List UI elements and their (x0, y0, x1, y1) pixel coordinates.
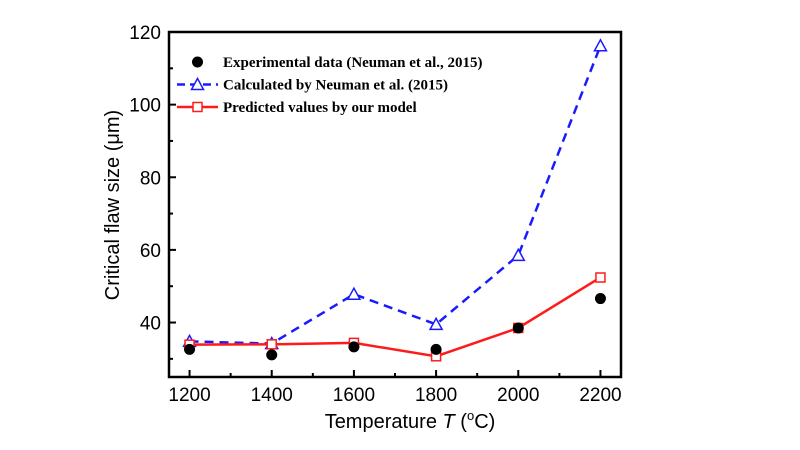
legend-entry: Predicted values by our model (177, 100, 417, 116)
data-point (511, 247, 526, 262)
legend-label: Experimental data (Neuman et al., 2015) (223, 55, 483, 71)
legend-marker (192, 56, 203, 68)
data-point (595, 272, 606, 283)
y-axis-label: Critical flaw size (μm) (102, 110, 124, 300)
y-tick-label: 100 (129, 96, 161, 117)
x-tick-label: 1200 (168, 385, 210, 406)
legend-marker (190, 76, 205, 91)
series-line (189, 276, 602, 358)
x-tick-label: 1800 (415, 385, 457, 406)
data-point (266, 339, 277, 350)
legend-marker (192, 101, 203, 113)
y-tick-label: 120 (129, 23, 161, 44)
data-point (430, 343, 442, 355)
data-point (346, 286, 362, 300)
data-point (184, 343, 196, 355)
y-tick-label: 60 (140, 241, 161, 262)
data-point (348, 341, 360, 353)
y-tick-label: 80 (140, 168, 161, 189)
plot-area (167, 30, 623, 379)
x-tick-label: 1600 (333, 385, 375, 406)
data-point (593, 38, 608, 52)
series-0 (184, 293, 606, 361)
x-tick-label: 2000 (497, 385, 539, 406)
legend-entry: Calculated by Neuman et al. (2015) (177, 76, 448, 94)
data-point (594, 293, 606, 305)
data-point (428, 316, 444, 331)
x-tick-label: 2200 (579, 385, 621, 406)
data-point (266, 349, 278, 361)
legend-entry: Experimental data (Neuman et al., 2015) (192, 55, 483, 71)
legend-label: Predicted values by our model (223, 100, 417, 116)
data-point (512, 322, 524, 334)
legend-label: Calculated by Neuman et al. (2015) (223, 78, 448, 94)
x-axis-label: Temperature T (oC) (325, 408, 496, 433)
y-tick-label: 40 (140, 314, 161, 335)
x-tick-label: 1400 (251, 385, 293, 406)
